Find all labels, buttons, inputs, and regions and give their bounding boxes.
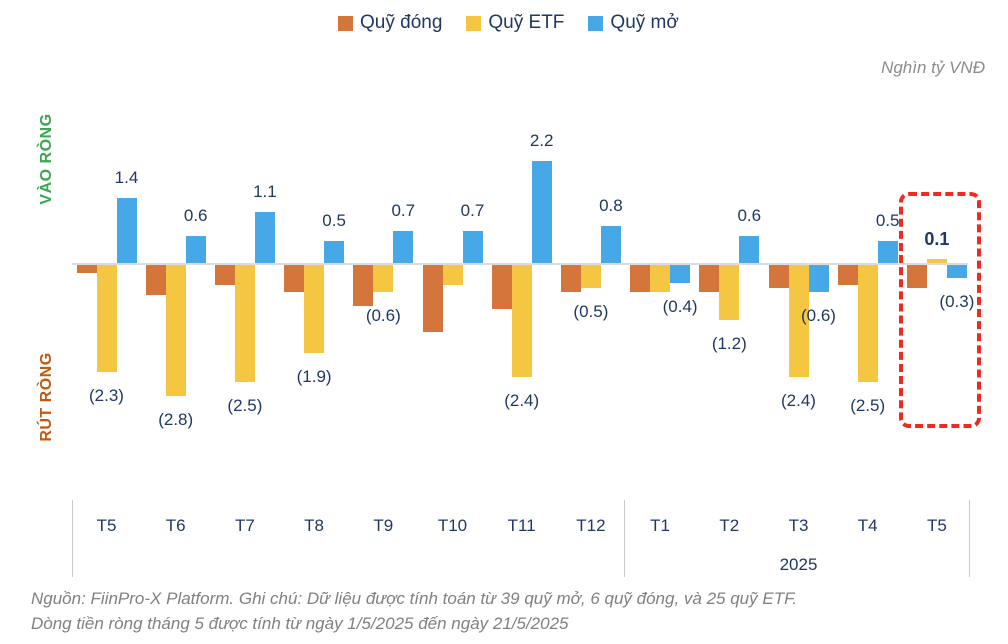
data-label-quy-etf-1: (2.8): [158, 409, 194, 429]
bar-quy-etf-10: [788, 264, 809, 377]
legend-swatch-quy-mo: [588, 15, 604, 31]
data-label-quy-etf-7: (0.5): [573, 301, 609, 321]
legend-swatch-quy-dong: [338, 15, 353, 31]
bar-quy-etf-4: [373, 264, 394, 293]
bar-quy-dong-1: [145, 264, 166, 295]
legend-item-quy-etf: Quỹ ETF: [466, 12, 564, 34]
footer-line-1: Nguồn: FiinPro-X Platform. Ghi chú: Dữ l…: [31, 589, 797, 608]
bar-quy-mo-11: [877, 240, 898, 264]
data-label-quy-mo-4: 0.7: [391, 201, 416, 221]
bar-quy-mo-9: [739, 235, 760, 264]
data-label-quy-mo-8: (0.4): [662, 296, 698, 316]
legend-label-quy-dong: Quỹ đóng: [360, 12, 443, 33]
y-zone-label-outflow: RÚT RÒNG: [38, 352, 55, 442]
x-axis-label-11: T4: [857, 516, 878, 535]
x-axis-label-5: T10: [437, 516, 468, 535]
bar-quy-etf-8: [650, 264, 671, 293]
bar-quy-dong-2: [214, 264, 235, 286]
x-axis-label-6: T11: [507, 516, 536, 535]
data-label-quy-mo-3: 0.5: [322, 210, 346, 230]
footer-line-2: Dòng tiền ròng tháng 5 được tính từ ngày…: [31, 614, 569, 633]
bar-quy-mo-4: [393, 231, 414, 264]
data-label-quy-etf-6: (2.4): [504, 390, 540, 410]
bar-quy-mo-12: [946, 264, 967, 279]
legend-label-quy-mo: Quỹ mở: [610, 12, 679, 33]
x-axis-year-label: 2025: [779, 555, 818, 574]
bar-quy-mo-10: [808, 264, 829, 293]
data-label-quy-mo-9: 0.6: [737, 205, 762, 225]
bar-quy-mo-0: [116, 198, 137, 264]
data-label-quy-etf-12: 0.1: [924, 229, 950, 250]
bar-quy-mo-3: [324, 240, 345, 264]
legend-label-quy-etf: Quỹ ETF: [488, 12, 565, 33]
bar-quy-etf-0: [96, 264, 117, 373]
data-label-quy-etf-0: (2.3): [89, 386, 124, 406]
legend-item-quy-mo: Quỹ mở: [588, 12, 679, 34]
x-axis-label-9: T2: [719, 516, 740, 535]
x-axis-label-2: T7: [234, 516, 255, 535]
bar-quy-etf-11: [857, 264, 878, 382]
bar-quy-mo-6: [531, 160, 552, 264]
bar-quy-dong-6: [491, 264, 512, 309]
x-axis-label-10: T3: [788, 516, 809, 535]
data-label-quy-mo-2: 1.1: [253, 182, 277, 202]
bar-quy-etf-3: [304, 264, 325, 354]
bar-quy-mo-5: [462, 231, 483, 264]
bar-quy-dong-11: [837, 264, 858, 286]
data-label-quy-etf-4: (0.6): [365, 306, 401, 326]
x-axis-label-4: T9: [373, 516, 394, 535]
y-zone-label-inflow: VÀO RÒNG: [38, 113, 55, 205]
bar-quy-etf-1: [165, 264, 186, 396]
data-label-quy-mo-0: 1.4: [114, 168, 139, 188]
footer-note: Nguồn: FiinPro-X Platform. Ghi chú: Dữ l…: [31, 586, 991, 636]
bar-quy-etf-5: [442, 264, 463, 286]
x-axis-tick-year-divider: [624, 500, 625, 577]
bar-quy-etf-9: [719, 264, 740, 321]
x-axis-label-12: T5: [926, 516, 947, 535]
bar-quy-dong-9: [699, 264, 720, 293]
data-label-quy-mo-1: 0.6: [183, 205, 208, 225]
bar-quy-etf-7: [580, 264, 601, 288]
data-label-quy-mo-6: 2.2: [529, 130, 554, 150]
x-axis-tick-start: [72, 500, 73, 577]
bar-quy-dong-5: [422, 264, 443, 333]
unit-label: Nghìn tỷ VNĐ: [881, 58, 985, 77]
bar-quy-mo-8: [670, 264, 691, 283]
data-label-quy-mo-10: (0.6): [801, 306, 836, 326]
bar-quy-dong-8: [630, 264, 651, 293]
data-label-quy-etf-11: (2.5): [850, 395, 886, 415]
bar-quy-etf-12: [926, 259, 947, 264]
bar-quy-dong-12: [906, 264, 927, 288]
x-axis-label-3: T8: [304, 516, 325, 535]
bar-quy-dong-7: [560, 264, 581, 293]
data-label-quy-etf-9: (1.2): [711, 334, 747, 354]
bar-quy-mo-7: [600, 226, 621, 264]
x-axis-label-1: T6: [165, 516, 186, 535]
x-axis-label-8: T1: [650, 516, 671, 535]
x-axis-label-0: T5: [96, 516, 117, 535]
data-label-quy-mo-7: 0.8: [599, 196, 623, 216]
bar-quy-mo-2: [254, 212, 275, 264]
data-label-quy-etf-10: (2.4): [781, 390, 816, 410]
bar-quy-dong-0: [76, 264, 97, 274]
data-label-quy-etf-3: (1.9): [296, 367, 332, 387]
data-label-quy-mo-12: (0.3): [939, 292, 975, 312]
bar-quy-dong-4: [353, 264, 374, 307]
x-axis-tick-end: [969, 500, 970, 577]
highlight-box-current-month: [899, 192, 981, 428]
bar-quy-dong-3: [284, 264, 305, 293]
zero-axis-line: [72, 263, 968, 265]
legend-item-quy-dong: Quỹ đóng: [338, 12, 442, 34]
legend: Quỹ đóng Quỹ ETF Quỹ mở: [338, 12, 679, 34]
data-label-quy-mo-5: 0.7: [460, 201, 485, 221]
bar-quy-etf-2: [234, 264, 255, 382]
bar-quy-dong-10: [768, 264, 789, 288]
x-axis-label-7: T12: [576, 516, 606, 535]
data-label-quy-mo-11: 0.5: [875, 210, 900, 230]
data-label-quy-etf-2: (2.5): [227, 395, 263, 415]
bar-quy-mo-1: [185, 235, 206, 264]
legend-swatch-quy-etf: [466, 15, 482, 31]
bar-quy-etf-6: [511, 264, 532, 377]
